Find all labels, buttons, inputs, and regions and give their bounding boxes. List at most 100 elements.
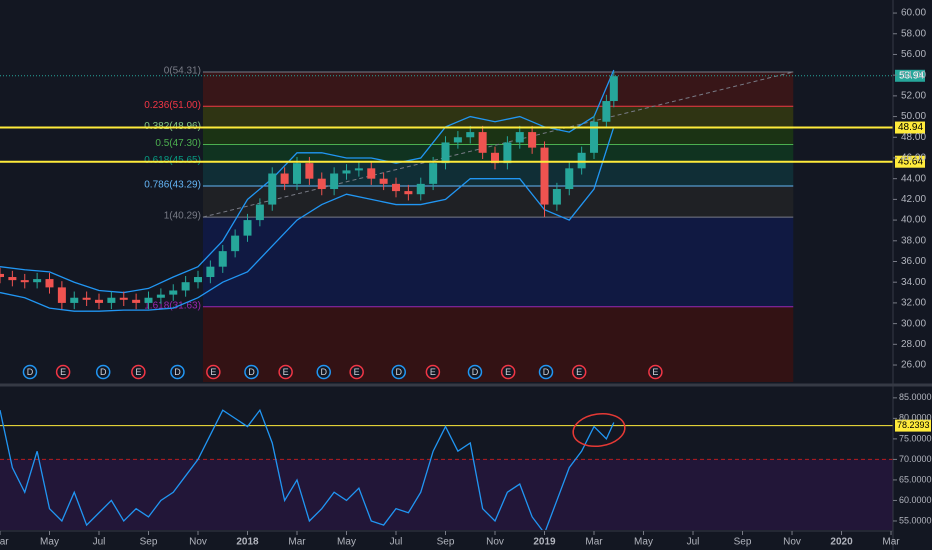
x-tick-label: 2018 [236,537,259,548]
fib-label: 0.236(51.00) [144,100,201,111]
candle-body [503,142,512,164]
hline-label: 48.94 [898,122,923,133]
hline-label-bg [895,155,925,168]
fib-zone [202,306,794,382]
candle-body [577,152,586,169]
candle-body [95,299,104,303]
event-label: D [174,367,181,377]
rsi-line [0,408,615,530]
event-marker [391,364,406,380]
event-label: D [395,367,402,377]
y-tick-label: 48.00 [901,132,926,143]
candle-body [515,132,524,143]
event-label: E [60,367,66,377]
event-label: D [543,367,550,377]
price-pane: 0(54.31) 0.236(51.00) 0.382(48.96) 0.5(47.3… [0,66,893,382]
candle-body [590,121,599,153]
event-label: E [652,367,658,377]
fib-label: 1(40.29) [164,211,201,222]
y-tick-label: 38.00 [901,235,926,246]
bollinger-lower [0,126,615,312]
y-tick-label: 34.00 [901,277,926,288]
candle-body [552,189,561,205]
candle-body [70,297,79,303]
trend-line [202,71,794,218]
event-marker [648,364,663,380]
rsi-tick-label: 60.0000 [899,495,932,505]
event-marker [571,364,587,380]
candle-body [609,76,618,102]
event-label: D [27,367,34,377]
event-marker [131,364,146,380]
y-tick-label: 42.00 [901,194,926,205]
event-marker [467,364,483,380]
candle-body [169,290,178,295]
candle-body [466,132,475,138]
candle-body [293,163,302,184]
event-label: D [320,367,327,377]
candle-body [416,183,425,195]
rsi-tick-label: 65.0000 [899,474,932,484]
y-tick-label: 28.00 [901,339,926,350]
candle-body [268,173,277,205]
candle-body [20,280,29,283]
candle-body [330,173,339,190]
x-tick-label: Nov [783,537,801,548]
fib-label: 1.618(31.63) [144,300,201,311]
y-tick-label: 30.00 [901,318,926,329]
candle-body [379,178,388,184]
candle-body [82,297,91,300]
candle-body [57,287,66,303]
candle-body [540,147,549,205]
event-marker [538,364,554,380]
y-tick-label: 44.00 [901,173,926,184]
candle-body [206,266,215,278]
last-price-bg [895,69,925,82]
x-tick-label: 2020 [830,537,853,548]
rsi-zone [0,459,893,530]
event-marker [349,364,364,380]
event-label: E [430,367,436,377]
candle-body [305,163,314,179]
y-tick-label: 26.00 [901,360,926,371]
event-label: E [354,367,360,377]
event-marker [316,364,331,380]
event-marker [500,364,516,380]
hline-label-bg [895,121,925,134]
candle-body [354,168,363,171]
x-tick-label: Sep [437,537,455,548]
x-tick-label: Mar [585,537,603,548]
rsi-tick-label: 55.0000 [899,515,932,525]
candle-body [404,191,413,195]
candle-body [602,101,611,122]
x-tick-label: Jul [687,537,700,548]
y-tick-label: 52.00 [901,91,926,102]
event-label: E [210,367,216,377]
fib-zone [202,217,794,307]
candle-body [392,183,401,192]
y-tick-label: 60.00 [901,8,926,19]
candle-body [478,132,487,153]
event-label: D [100,367,107,377]
candle-body [441,142,450,164]
x-tick-label: Nov [189,537,207,548]
event-marker [55,364,71,380]
last-price-label: 53.94 [899,70,924,81]
x-tick-label: Mar [288,537,306,548]
candle-body [231,235,240,252]
hline-label: 45.64 [898,156,923,167]
y-tick-label: 50.00 [901,111,926,122]
event-label: E [505,367,511,377]
candle-body [156,294,165,298]
event-marker [278,364,293,380]
candle-body [33,279,42,283]
candle-body [181,282,190,291]
fib-zone [202,127,794,145]
event-label: E [135,367,141,377]
event-marker [95,364,111,380]
candle-body [45,279,54,288]
event-marker [425,364,441,380]
y-tick-label: 54.00 [901,70,926,81]
x-tick-label: May [40,537,59,548]
